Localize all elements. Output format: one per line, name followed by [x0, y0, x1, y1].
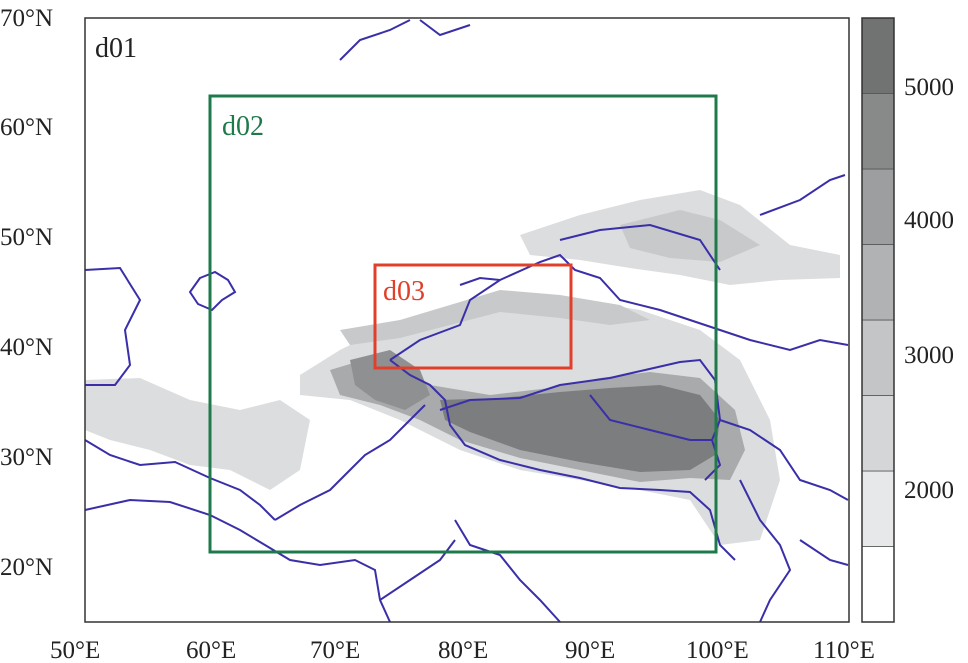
- lat-tick-label: 60°N: [0, 114, 53, 141]
- border-line: [339, 19, 411, 61]
- border-line: [799, 539, 849, 566]
- colorbar-cell: [861, 546, 895, 623]
- colorbar-cell: [861, 17, 895, 94]
- lat-tick-label: 50°N: [0, 224, 53, 251]
- lon-tick-label: 90°E: [565, 637, 615, 663]
- lat-tick-label: 30°N: [0, 444, 53, 471]
- colorbar-frame: [861, 17, 895, 623]
- terrain-west-region: [85, 378, 310, 490]
- lon-tick-label: 80°E: [438, 637, 488, 663]
- map-frame: [84, 17, 850, 623]
- terrain-tibet-high: [440, 385, 720, 472]
- colorbar-cell: [861, 319, 895, 396]
- lon-tick-label: 50°E: [50, 637, 100, 663]
- longitude-axis: 50°E 60°E 70°E 80°E 90°E 100°E 110°E: [50, 637, 875, 663]
- latitude-axis: 70°N 60°N 50°N 40°N 30°N 20°N: [0, 5, 53, 581]
- domain-d02-label: d02: [222, 111, 264, 142]
- domain-d02-box: [208, 94, 718, 554]
- caspian-sea-outline: [188, 270, 237, 312]
- border-line: [379, 539, 456, 601]
- lon-tick-label: 60°E: [186, 637, 236, 663]
- border-line: [454, 519, 561, 623]
- domain-d03-box: [373, 263, 573, 370]
- border-line: [759, 174, 846, 216]
- colorbar-cell: [861, 470, 895, 547]
- colorbar-label: 2000: [904, 477, 954, 504]
- colorbar-label: 4000: [904, 207, 954, 234]
- colorbar-cell: [861, 93, 895, 170]
- border-line: [84, 439, 276, 521]
- border-line: [389, 359, 736, 561]
- terrain-pamir: [350, 350, 430, 410]
- lat-tick-label: 40°N: [0, 334, 53, 361]
- colorbar-cell: [861, 395, 895, 472]
- border-line: [274, 404, 426, 521]
- lon-tick-label: 100°E: [686, 637, 749, 663]
- lon-tick-label: 110°E: [813, 637, 875, 663]
- border-line: [419, 19, 471, 37]
- border-line: [739, 479, 792, 623]
- colorbar-cell: [861, 244, 895, 321]
- border-line: [719, 419, 849, 501]
- border-line: [589, 394, 712, 441]
- border-line: [389, 253, 849, 361]
- lat-tick-label: 70°N: [0, 5, 53, 32]
- lon-tick-label: 70°E: [310, 637, 360, 663]
- colorbar-cell: [861, 168, 895, 245]
- domain-d01-label: d01: [95, 33, 137, 64]
- colorbar-label: 3000: [904, 342, 954, 369]
- terrain-shading: [85, 190, 840, 545]
- elevation-colorbar: 5000 4000 3000 2000: [861, 17, 954, 623]
- colorbar-label: 5000: [904, 74, 954, 101]
- border-line: [459, 276, 501, 286]
- border-line: [84, 266, 142, 386]
- border-line: [559, 223, 721, 271]
- lat-tick-label: 20°N: [0, 554, 53, 581]
- domain-d03-label: d03: [383, 276, 425, 307]
